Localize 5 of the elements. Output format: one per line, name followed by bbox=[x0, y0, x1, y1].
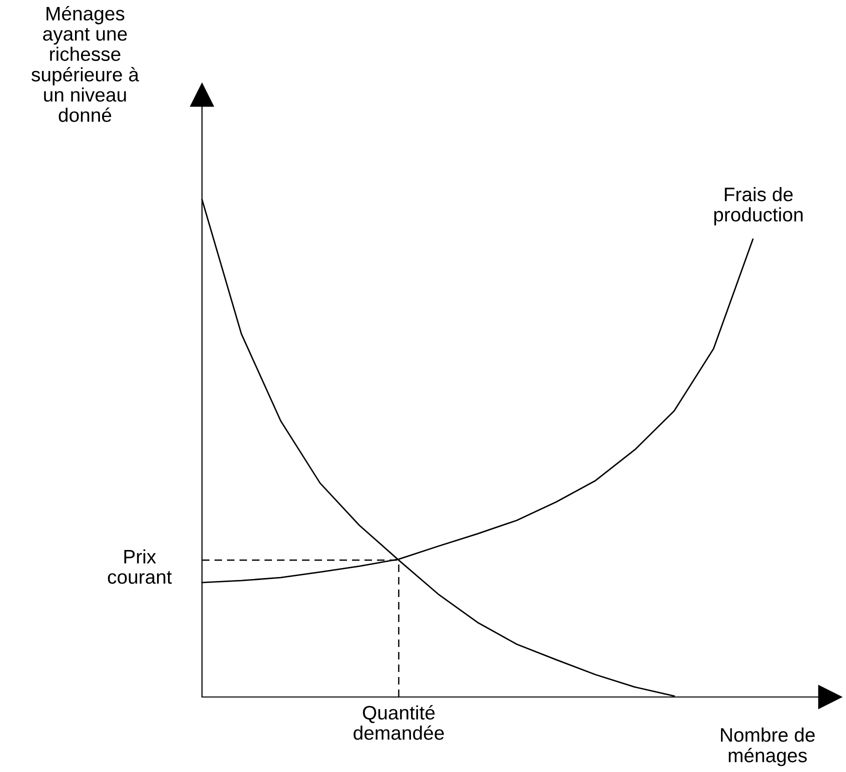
series-label: Frais de production bbox=[714, 187, 803, 226]
text: Quantité demandée bbox=[354, 705, 444, 740]
y-axis-title: Ménages ayant une richesse supérieure à un niveau donné bbox=[32, 6, 140, 122]
ref-line-label: Prix courant bbox=[108, 549, 172, 584]
x-axis-title: Nombre de ménages bbox=[721, 728, 815, 766]
